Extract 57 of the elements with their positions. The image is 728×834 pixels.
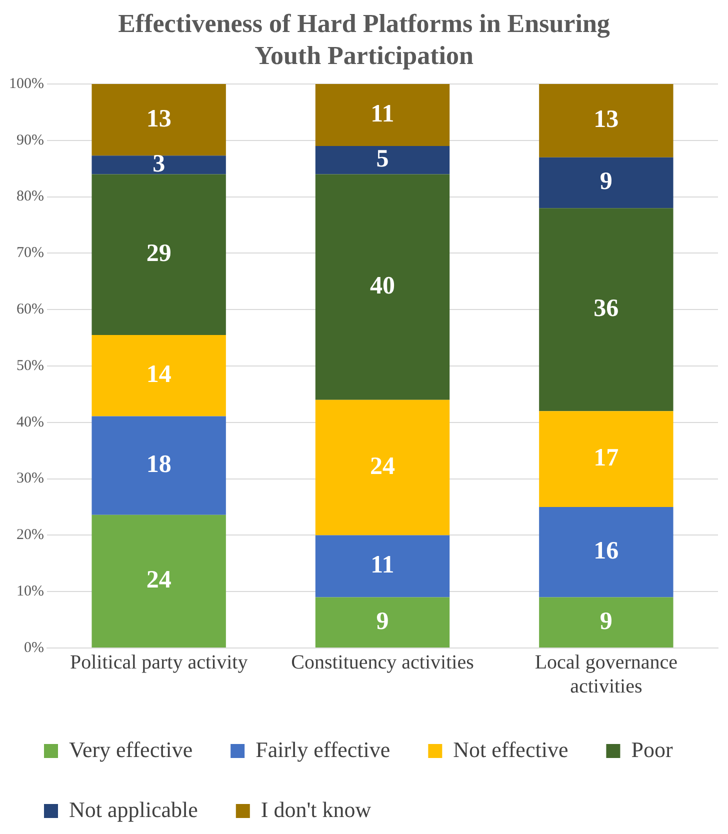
- bar: [92, 84, 226, 156]
- data-label: 16: [594, 538, 619, 565]
- data-label: 17: [594, 444, 619, 472]
- y-tick-label: 10%: [16, 584, 44, 600]
- x-tick-label: Political party activity: [70, 651, 248, 674]
- y-tick-label: 40%: [16, 414, 44, 430]
- data-label: 36: [594, 295, 619, 322]
- legend-label: Poor: [631, 736, 674, 762]
- bar: [315, 84, 450, 146]
- bar: [92, 416, 226, 515]
- y-tick-label: 70%: [16, 245, 44, 262]
- legend-label: Not effective: [453, 736, 568, 762]
- bar: [539, 411, 674, 507]
- bar: [539, 597, 674, 648]
- y-tick-label: 30%: [16, 470, 44, 487]
- bar: [315, 400, 450, 536]
- data-label: 13: [146, 105, 172, 132]
- y-tick-label: 50%: [16, 358, 44, 374]
- data-label: 9: [600, 168, 612, 196]
- y-tick-label: 100%: [8, 76, 44, 92]
- x-tick-label: Constituency activities: [291, 651, 474, 674]
- y-tick-label: 0%: [24, 640, 44, 656]
- bar: [92, 156, 226, 174]
- bar: [315, 146, 450, 174]
- data-label: 18: [146, 451, 172, 478]
- bar: [315, 597, 450, 648]
- bar: [539, 84, 674, 158]
- legend-label: Fairly effective: [256, 736, 390, 762]
- data-label: 9: [600, 608, 612, 635]
- data-label: 13: [594, 106, 619, 134]
- data-label: 24: [370, 452, 396, 480]
- y-tick-label: 80%: [16, 188, 44, 205]
- bar: [92, 174, 226, 335]
- bar: [92, 514, 226, 648]
- y-tick-label: 20%: [16, 527, 44, 544]
- bar: [539, 208, 674, 412]
- legend-label: I don't know: [260, 796, 372, 822]
- y-tick-label: 60%: [16, 302, 44, 318]
- chart-title: Effectiveness of Hard Platforms in Ensuring Youth Participation: [117, 8, 611, 72]
- bar: [315, 535, 450, 598]
- data-label: 3: [152, 150, 166, 178]
- data-label: 5: [376, 146, 389, 173]
- data-label: 40: [370, 272, 395, 300]
- bar: [315, 174, 450, 400]
- data-label: 9: [376, 608, 389, 635]
- bar: [92, 334, 226, 416]
- legend-label: Very effective: [69, 736, 193, 762]
- data-label: 24: [146, 566, 172, 594]
- data-label: 11: [370, 100, 394, 128]
- bar: [539, 157, 674, 208]
- x-tick-label: Local governance activities: [534, 651, 678, 698]
- data-label: 14: [146, 361, 172, 388]
- bar: [539, 507, 674, 598]
- legend-label: Not applicable: [69, 796, 198, 822]
- y-tick-label: 90%: [16, 132, 44, 148]
- data-label: 29: [146, 240, 172, 268]
- data-label: 11: [370, 552, 394, 579]
